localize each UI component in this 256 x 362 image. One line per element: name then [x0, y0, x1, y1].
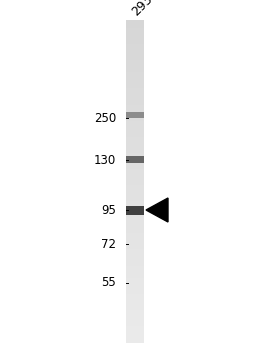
Bar: [126, 105, 144, 109]
Bar: [126, 97, 144, 101]
Bar: [126, 197, 144, 202]
Bar: [126, 265, 144, 270]
Bar: [126, 76, 144, 81]
Bar: [126, 145, 144, 149]
Bar: [126, 205, 144, 210]
Bar: [126, 270, 144, 274]
Bar: [126, 173, 144, 177]
Bar: [126, 306, 144, 310]
Bar: [126, 44, 144, 49]
Bar: [126, 28, 144, 33]
Bar: [126, 225, 144, 230]
Bar: [126, 137, 144, 141]
Bar: [126, 302, 144, 306]
Bar: [126, 290, 144, 294]
Bar: [126, 257, 144, 262]
Bar: [126, 201, 144, 206]
Bar: [126, 60, 144, 65]
Bar: [126, 189, 144, 194]
Bar: [126, 310, 144, 314]
Bar: [126, 64, 144, 69]
Bar: [126, 298, 144, 302]
Bar: [126, 84, 144, 89]
Bar: [126, 20, 144, 25]
Bar: [126, 229, 144, 234]
Bar: [126, 92, 144, 97]
Bar: [126, 261, 144, 266]
Text: 250: 250: [94, 111, 116, 125]
Bar: [126, 112, 144, 118]
Bar: [126, 241, 144, 246]
Bar: [126, 32, 144, 37]
Bar: [126, 294, 144, 298]
Text: 55: 55: [101, 277, 116, 290]
Bar: [126, 68, 144, 73]
Bar: [126, 318, 144, 323]
Bar: [126, 80, 144, 85]
Bar: [126, 48, 144, 53]
Bar: [126, 213, 144, 218]
Text: 95: 95: [101, 203, 116, 216]
Bar: [126, 109, 144, 113]
Bar: [126, 56, 144, 61]
Bar: [126, 149, 144, 153]
Bar: [126, 322, 144, 327]
Bar: [126, 24, 144, 29]
Bar: [126, 206, 144, 215]
Text: 72: 72: [101, 237, 116, 251]
Bar: [126, 133, 144, 137]
Bar: [126, 193, 144, 198]
Bar: [126, 36, 144, 41]
Bar: [126, 117, 144, 121]
Bar: [126, 88, 144, 93]
Bar: [126, 330, 144, 334]
Bar: [126, 169, 144, 173]
Text: 130: 130: [94, 153, 116, 167]
Bar: [126, 121, 144, 125]
Bar: [126, 185, 144, 190]
Bar: [126, 181, 144, 185]
Bar: [126, 165, 144, 169]
Bar: [126, 282, 144, 286]
Bar: [126, 249, 144, 254]
Bar: [126, 245, 144, 250]
Bar: [126, 326, 144, 331]
Text: 293T/17: 293T/17: [129, 0, 174, 18]
Bar: [126, 177, 144, 181]
Bar: [126, 40, 144, 45]
Bar: [126, 157, 144, 161]
Bar: [126, 274, 144, 278]
Bar: [126, 286, 144, 290]
Bar: [126, 237, 144, 242]
Bar: [126, 278, 144, 282]
Bar: [126, 338, 144, 342]
Bar: [126, 153, 144, 157]
Bar: [126, 141, 144, 145]
Bar: [126, 233, 144, 238]
Bar: [126, 253, 144, 258]
Bar: [126, 20, 144, 342]
Bar: [126, 314, 144, 318]
Bar: [126, 72, 144, 77]
Bar: [126, 113, 144, 117]
Bar: [126, 161, 144, 165]
Bar: [126, 129, 144, 133]
Bar: [126, 334, 144, 338]
Bar: [126, 125, 144, 129]
Bar: [126, 221, 144, 226]
Polygon shape: [146, 198, 168, 222]
Bar: [126, 217, 144, 222]
Bar: [126, 101, 144, 105]
Bar: [126, 52, 144, 57]
Bar: [126, 156, 144, 163]
Bar: [126, 209, 144, 214]
